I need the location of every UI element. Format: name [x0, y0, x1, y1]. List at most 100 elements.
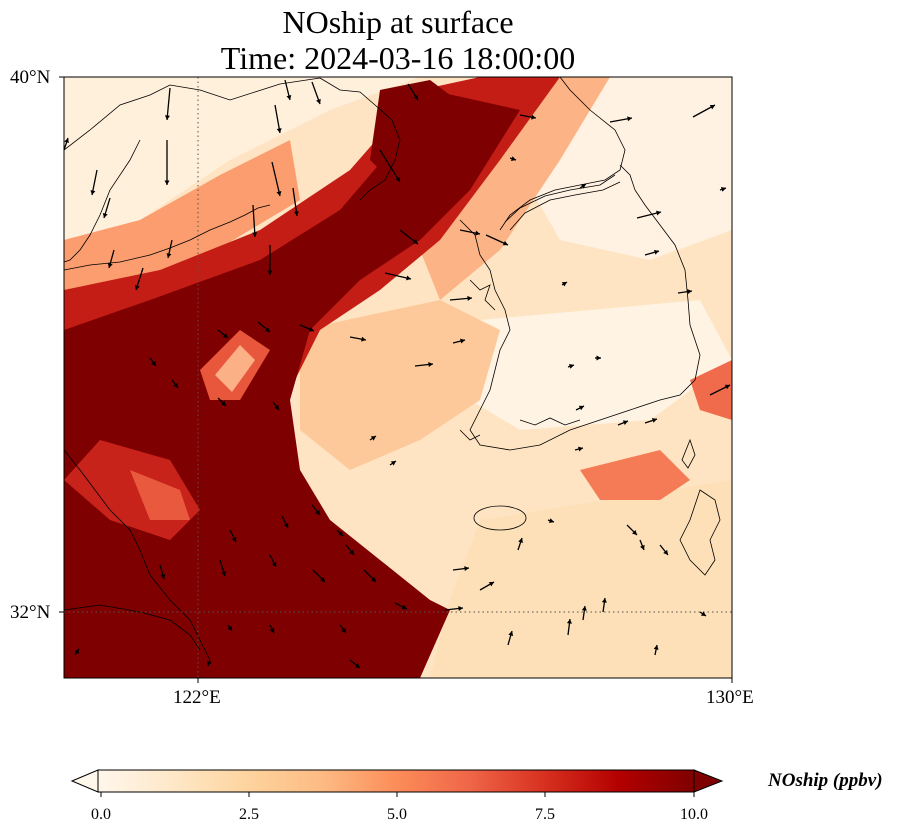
lat-label-40n: 40°N — [10, 67, 51, 88]
colorbar-label: NOship (ppbv) — [768, 770, 883, 791]
wind-arrowhead — [700, 611, 706, 616]
coast-korea-islands-2 — [519, 417, 581, 426]
lat-label-32n: 32°N — [10, 602, 51, 623]
wind-arrowhead — [371, 577, 376, 582]
coast-korea-north — [499, 77, 626, 231]
wind-arrowhead — [221, 401, 226, 406]
coast-korea-islands-1 — [469, 279, 496, 311]
wind-arrowhead — [315, 509, 320, 515]
coast-yangtze — [64, 604, 201, 651]
wind-arrowhead — [458, 606, 463, 611]
wind-arrowhead — [406, 275, 411, 281]
wind-arrowhead — [413, 94, 418, 100]
wind-vectors — [64, 79, 731, 669]
wind-arrowhead — [510, 156, 516, 161]
wind-arrowhead — [286, 95, 292, 100]
wind-arrowhead — [341, 627, 346, 633]
lon-label-122e: 122°E — [173, 687, 221, 708]
wind-arrowhead — [663, 549, 668, 555]
wind-arrowhead — [231, 536, 237, 542]
wind-arrowhead — [656, 210, 661, 216]
wind-arrowhead — [74, 649, 79, 655]
coast-china-north — [64, 77, 321, 151]
wind-arrowhead — [283, 522, 289, 528]
field-band-yellowsea-east — [420, 77, 610, 300]
wind-arrowhead — [428, 362, 433, 367]
wind-arrowhead — [166, 253, 172, 258]
wind-arrowhead — [164, 180, 170, 185]
wind-arrowhead — [134, 284, 140, 290]
wind-arrowhead — [627, 116, 632, 122]
wind-arrow — [274, 104, 281, 134]
wind-arrowhead — [601, 598, 607, 603]
field-band-central — [300, 300, 500, 470]
wind-arrowhead — [207, 660, 212, 666]
wind-arrowhead — [724, 384, 730, 390]
wind-arrowhead — [316, 98, 321, 104]
wind-arrowhead — [164, 115, 170, 120]
coast-korea-north-2 — [504, 174, 616, 223]
wind-arrowhead — [653, 249, 659, 255]
wind-arrowhead — [370, 436, 376, 441]
colorbar-tick-label-1: 2.5 — [239, 806, 259, 823]
coastlines — [64, 77, 721, 661]
jeju-island — [473, 505, 527, 531]
field-west-patch-inner — [130, 470, 190, 520]
wind-arrowhead — [578, 446, 583, 452]
wind-arrowhead — [252, 232, 258, 237]
field-band-bohai — [64, 140, 300, 320]
wind-arrowhead — [709, 104, 715, 110]
wind-arrowhead — [102, 212, 108, 218]
colorbar-extend-max — [693, 769, 724, 793]
wind-arrowhead — [308, 326, 314, 332]
wind-arrowhead — [107, 262, 113, 268]
wind-arrowhead — [531, 114, 536, 120]
wind-arrowhead — [227, 625, 232, 631]
colorbar-bar — [97, 769, 695, 793]
wind-arrow — [271, 161, 281, 197]
wind-arrowhead — [276, 128, 282, 133]
coast-liaodong — [319, 77, 401, 201]
wind-arrowhead — [349, 549, 354, 555]
wind-arrowhead — [354, 663, 360, 668]
wind-arrow — [379, 149, 401, 183]
wind-arrowhead — [561, 282, 567, 287]
map-frame — [63, 76, 733, 679]
wind-arrowhead — [622, 420, 628, 425]
title-line-1: NOship at surface — [282, 4, 514, 40]
wind-arrowhead — [395, 176, 400, 182]
wind-arrowhead — [221, 570, 227, 576]
colorbar-tick-label-3: 7.5 — [535, 806, 555, 823]
title-line-2: Time: 2024-03-16 18:00:00 — [220, 40, 576, 76]
field-band-east-edge — [690, 360, 732, 420]
wind-arrowhead — [508, 631, 514, 637]
wind-arrowhead — [720, 187, 726, 192]
coast-tsushima — [681, 438, 696, 469]
wind-arrowhead — [269, 627, 275, 633]
wind-arrowhead — [90, 190, 96, 195]
field-light-korea — [470, 300, 732, 430]
field-darkred-north — [370, 80, 470, 190]
coast-bohai-west — [64, 139, 141, 263]
wind-arrowhead — [276, 191, 282, 196]
wind-arrowhead — [401, 604, 407, 610]
wind-arrowhead — [651, 418, 657, 423]
wind-arrowhead — [390, 461, 396, 466]
colorbar — [70, 769, 724, 797]
wind-arrow — [292, 187, 298, 217]
wind-arrowhead — [271, 561, 277, 567]
wind-arrow — [252, 204, 256, 238]
wind-arrowhead — [464, 566, 469, 572]
wind-arrowhead — [548, 518, 554, 523]
wind-arrowhead — [566, 619, 572, 624]
coast-korea-north-3 — [509, 181, 621, 231]
coast-korea-west — [459, 164, 701, 451]
wind-arrowhead — [502, 240, 508, 246]
wind-arrowhead — [475, 230, 480, 236]
wind-arrowhead — [293, 211, 299, 216]
wind-arrowhead — [653, 645, 659, 650]
map-area — [64, 77, 732, 678]
wind-arrowhead — [412, 239, 418, 244]
colorbar-tick-label-4: 10.0 — [680, 806, 708, 823]
